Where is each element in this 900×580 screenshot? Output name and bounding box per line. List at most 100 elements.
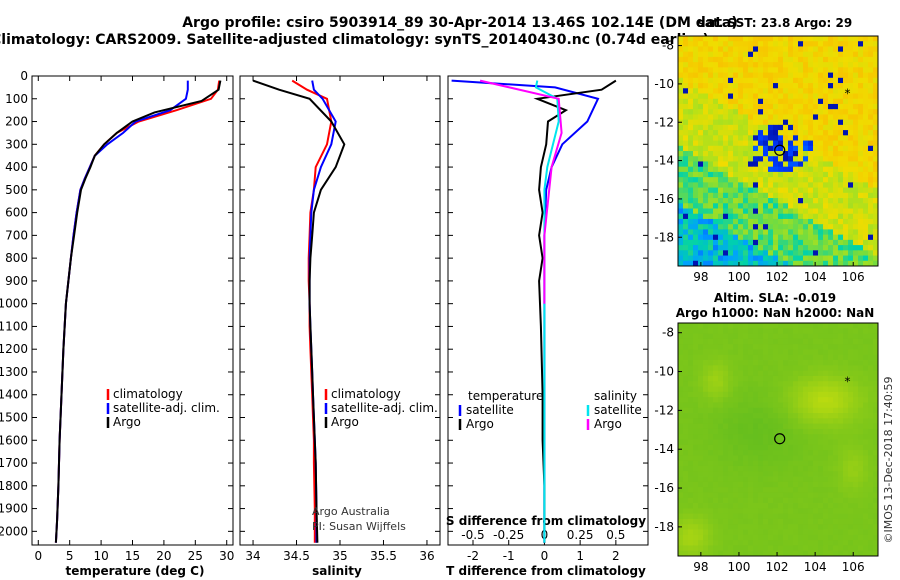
map-cell (758, 177, 764, 183)
map-cell (808, 508, 814, 515)
map-cell (873, 56, 879, 63)
map-cell (733, 434, 739, 440)
map-cell (863, 344, 869, 350)
map-cell (683, 124, 689, 131)
map-cell (813, 245, 819, 251)
map-cell (683, 114, 689, 121)
map-cell (703, 381, 709, 387)
map-cell (708, 481, 714, 488)
map-cell (698, 518, 704, 525)
map-cell (698, 119, 704, 126)
map-cell (788, 182, 794, 188)
map-cell (798, 62, 804, 68)
map-cell (803, 323, 809, 329)
map-cell (763, 239, 769, 246)
map-cell (848, 229, 854, 236)
map-cell (783, 234, 789, 241)
map-cell (873, 476, 879, 483)
map-cell (723, 140, 729, 147)
map-cell (853, 423, 859, 430)
map-cell (743, 487, 749, 493)
map-cell (693, 151, 699, 157)
map-cell (868, 135, 874, 141)
map-cell (688, 62, 694, 68)
map-cell (753, 245, 759, 251)
map-cell (763, 360, 769, 366)
map-cell (748, 344, 754, 350)
map-cell (858, 450, 864, 456)
map-cell (713, 545, 719, 552)
map-cell (778, 140, 784, 147)
map-cell (863, 365, 869, 372)
map-cell (868, 434, 874, 440)
map-cell (678, 328, 684, 334)
float-position-marker (774, 433, 786, 445)
map-cell (768, 471, 774, 477)
map-cell (778, 460, 784, 467)
map-cell (728, 529, 734, 536)
map-cell (698, 513, 704, 520)
map-cell (743, 439, 749, 446)
map-cell (823, 234, 829, 241)
map-cell (833, 103, 839, 110)
map-cell (718, 365, 724, 372)
map-cell (743, 513, 749, 520)
temperature-frame (31, 75, 234, 546)
map-cell (733, 67, 739, 73)
map-cell (793, 177, 799, 183)
map-cell (833, 260, 839, 267)
map-cell (768, 333, 774, 340)
map-cell (873, 234, 879, 241)
map-cell (833, 56, 839, 63)
map-cell (818, 545, 824, 552)
temperature-xtick-label: 30 (219, 549, 234, 563)
map-cell (773, 203, 779, 209)
map-cell (778, 349, 784, 356)
map-cell (873, 375, 879, 382)
map-cell (718, 229, 724, 236)
map-cell (683, 460, 689, 467)
map-cell (843, 145, 849, 152)
map-cell (848, 234, 854, 241)
map-cell (868, 540, 874, 546)
map-cell (703, 119, 709, 126)
map-cell (873, 187, 879, 194)
map-cell (803, 239, 809, 246)
map-cell (763, 413, 769, 419)
map-cell (873, 397, 879, 403)
map-cell (713, 497, 719, 504)
map-cell (803, 333, 809, 340)
map-cell (788, 434, 794, 440)
map-cell (728, 56, 734, 63)
map-cell (723, 407, 729, 414)
map-cell (853, 187, 859, 194)
map-cell (833, 386, 839, 393)
map-cell (698, 450, 704, 456)
map-cell (698, 93, 704, 100)
map-cell (803, 450, 809, 456)
map-cell (828, 109, 834, 115)
map-cell (718, 381, 724, 387)
map-cell (728, 239, 734, 246)
map-cell (733, 250, 739, 256)
map-cell (688, 171, 694, 178)
map-cell (728, 218, 734, 225)
depth-tick-label: 1500 (0, 411, 28, 425)
map-cell (713, 98, 719, 105)
map-cell (848, 114, 854, 121)
map-cell (698, 239, 704, 246)
map-cell (718, 114, 724, 121)
map-cell (688, 328, 694, 334)
map-cell (743, 77, 749, 84)
salinity-xtick-label: 34 (245, 549, 260, 563)
map-cell (843, 182, 849, 188)
map-cell (773, 77, 779, 84)
map-cell (723, 349, 729, 356)
map-cell (818, 386, 824, 393)
map-cell (868, 529, 874, 536)
map-cell (853, 397, 859, 403)
map-cell (848, 370, 854, 377)
map-cell (758, 513, 764, 520)
map-cell (768, 354, 774, 361)
map-cell (843, 135, 849, 141)
